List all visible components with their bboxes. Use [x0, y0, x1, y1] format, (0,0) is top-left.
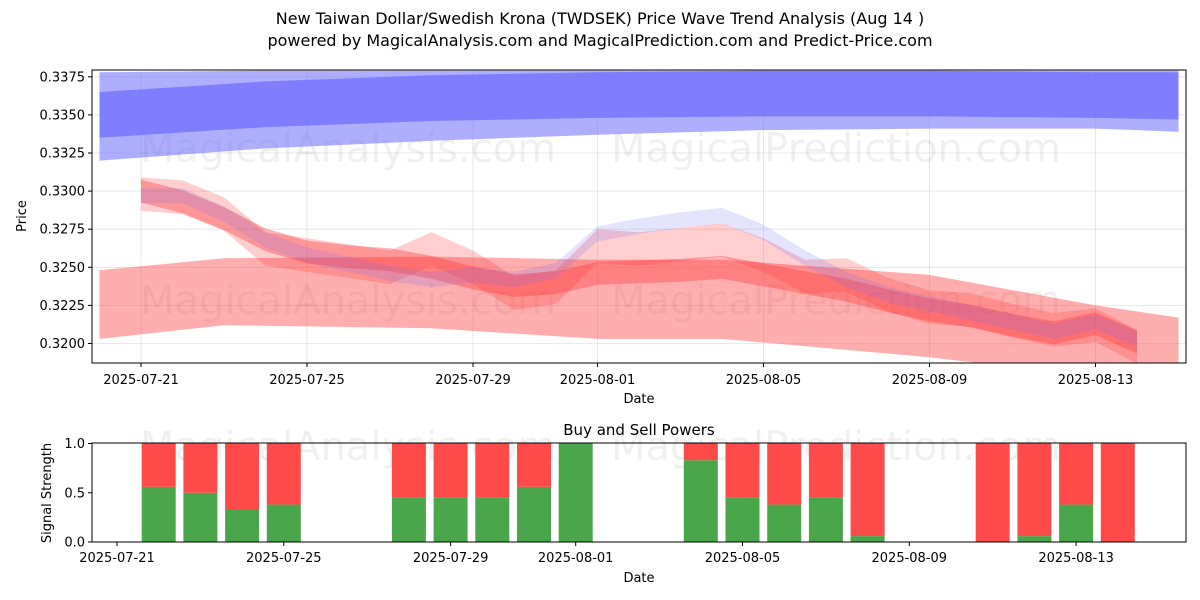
price-plot-frame [91, 69, 1187, 364]
buy-bar [391, 497, 426, 542]
sell-bar [808, 443, 843, 498]
buy-bar [850, 536, 885, 542]
price-panel: MagicalAnalysis.com MagicalPrediction.co… [15, 69, 1187, 407]
signal-y-tick-label: 1.0 [64, 437, 85, 452]
signal-y-axis: 0.0 0.5 1.0 [64, 437, 92, 551]
sell-bar [725, 443, 760, 498]
price-band-red-2 [99, 256, 1179, 363]
sell-bar [683, 443, 718, 461]
buy-bar [1017, 536, 1052, 542]
buy-bar [517, 486, 551, 542]
sell-bar [225, 443, 260, 510]
price-x-tick-label: 2025-07-25 [269, 373, 345, 388]
buy-bar [683, 460, 718, 542]
signal-x-tick-label: 2025-07-29 [413, 551, 489, 566]
price-series [99, 70, 1179, 363]
price-x-tick-label: 2025-08-09 [892, 373, 968, 388]
signal-panel: Buy and Sell Powers MagicalAnalysis.com … [40, 421, 1187, 586]
price-band-blue-1 [99, 70, 1179, 161]
sell-bar [433, 443, 468, 498]
sell-bar [1059, 443, 1094, 505]
price-y-tick-label: 0.3250 [40, 261, 86, 276]
signal-x-tick-label: 2025-08-09 [872, 551, 948, 566]
buy-bar [141, 486, 176, 542]
sell-bar [183, 443, 218, 493]
signal-x-tick-label: 2025-07-25 [246, 551, 322, 566]
sell-bar [1100, 443, 1135, 542]
price-x-tick-label: 2025-08-05 [726, 373, 802, 388]
sell-bar [266, 443, 301, 505]
buy-bar [225, 509, 260, 542]
price-x-tick-label: 2025-08-01 [560, 373, 636, 388]
buy-bar [725, 497, 760, 542]
chart-title-block: New Taiwan Dollar/Swedish Krona (TWDSEK)… [0, 8, 1200, 52]
price-x-axis: 2025-07-21 2025-07-25 2025-07-29 2025-08-01… [103, 363, 1133, 388]
price-y-tick-label: 0.3350 [40, 108, 86, 123]
price-y-axis: 0.3200 0.3225 0.3250 0.3275 0.3300 0.3325 0.33… [40, 70, 92, 352]
price-y-tick-label: 0.3375 [40, 70, 86, 85]
watermark-analysis: MagicalAnalysis.com [140, 278, 556, 324]
signal-y-tick-label: 0.0 [64, 536, 85, 551]
signal-panel-title: Buy and Sell Powers [563, 421, 715, 439]
sell-bar [975, 443, 1010, 542]
signal-bars [141, 443, 1135, 542]
watermark-prediction: MagicalPrediction.com [611, 126, 1061, 172]
buy-bar [183, 492, 218, 542]
signal-x-tick-label: 2025-08-13 [1038, 551, 1114, 566]
price-y-axis-label: Price [15, 200, 30, 232]
chart-title: New Taiwan Dollar/Swedish Krona (TWDSEK)… [275, 9, 925, 28]
buy-bar [266, 504, 301, 542]
buy-bar [808, 497, 843, 542]
buy-bar [767, 504, 802, 542]
sell-bar [850, 443, 885, 537]
buy-bar [558, 443, 593, 542]
watermark-prediction: MagicalPrediction.com [611, 278, 1061, 324]
signal-x-tick-label: 2025-07-21 [79, 551, 155, 566]
price-band-blue-5 [141, 188, 1137, 347]
signal-y-axis-label: Signal Strength [40, 443, 55, 543]
signal-x-axis: 2025-07-21 2025-07-25 2025-07-29 2025-08-01… [79, 542, 1114, 566]
signal-x-tick-label: 2025-08-01 [538, 551, 614, 566]
signal-y-tick-label: 0.5 [64, 486, 85, 501]
buy-bar [475, 497, 510, 542]
sell-bar [767, 443, 802, 505]
sell-bar [475, 443, 510, 498]
sell-bar [517, 443, 551, 487]
chart-subtitle: powered by MagicalAnalysis.com and Magic… [267, 31, 933, 50]
price-x-tick-label: 2025-07-29 [435, 373, 511, 388]
sell-bar [391, 443, 426, 498]
buy-bar [433, 497, 468, 542]
price-y-tick-label: 0.3325 [40, 147, 86, 162]
price-y-tick-label: 0.3275 [40, 223, 86, 238]
price-band-red-3 [141, 179, 1137, 354]
price-x-tick-label: 2025-08-13 [1058, 373, 1134, 388]
signal-x-tick-label: 2025-08-05 [705, 551, 781, 566]
price-x-tick-label: 2025-07-21 [103, 373, 179, 388]
price-y-tick-label: 0.3225 [40, 299, 86, 314]
sell-bar [141, 443, 176, 487]
buy-bar [1059, 504, 1094, 542]
sell-bar [1017, 443, 1052, 537]
price-band-red-4 [141, 177, 1137, 363]
price-y-tick-label: 0.3300 [40, 185, 86, 200]
price-y-tick-label: 0.3200 [40, 337, 86, 352]
price-x-axis-label: Date [623, 392, 654, 407]
signal-x-axis-label: Date [623, 571, 654, 586]
